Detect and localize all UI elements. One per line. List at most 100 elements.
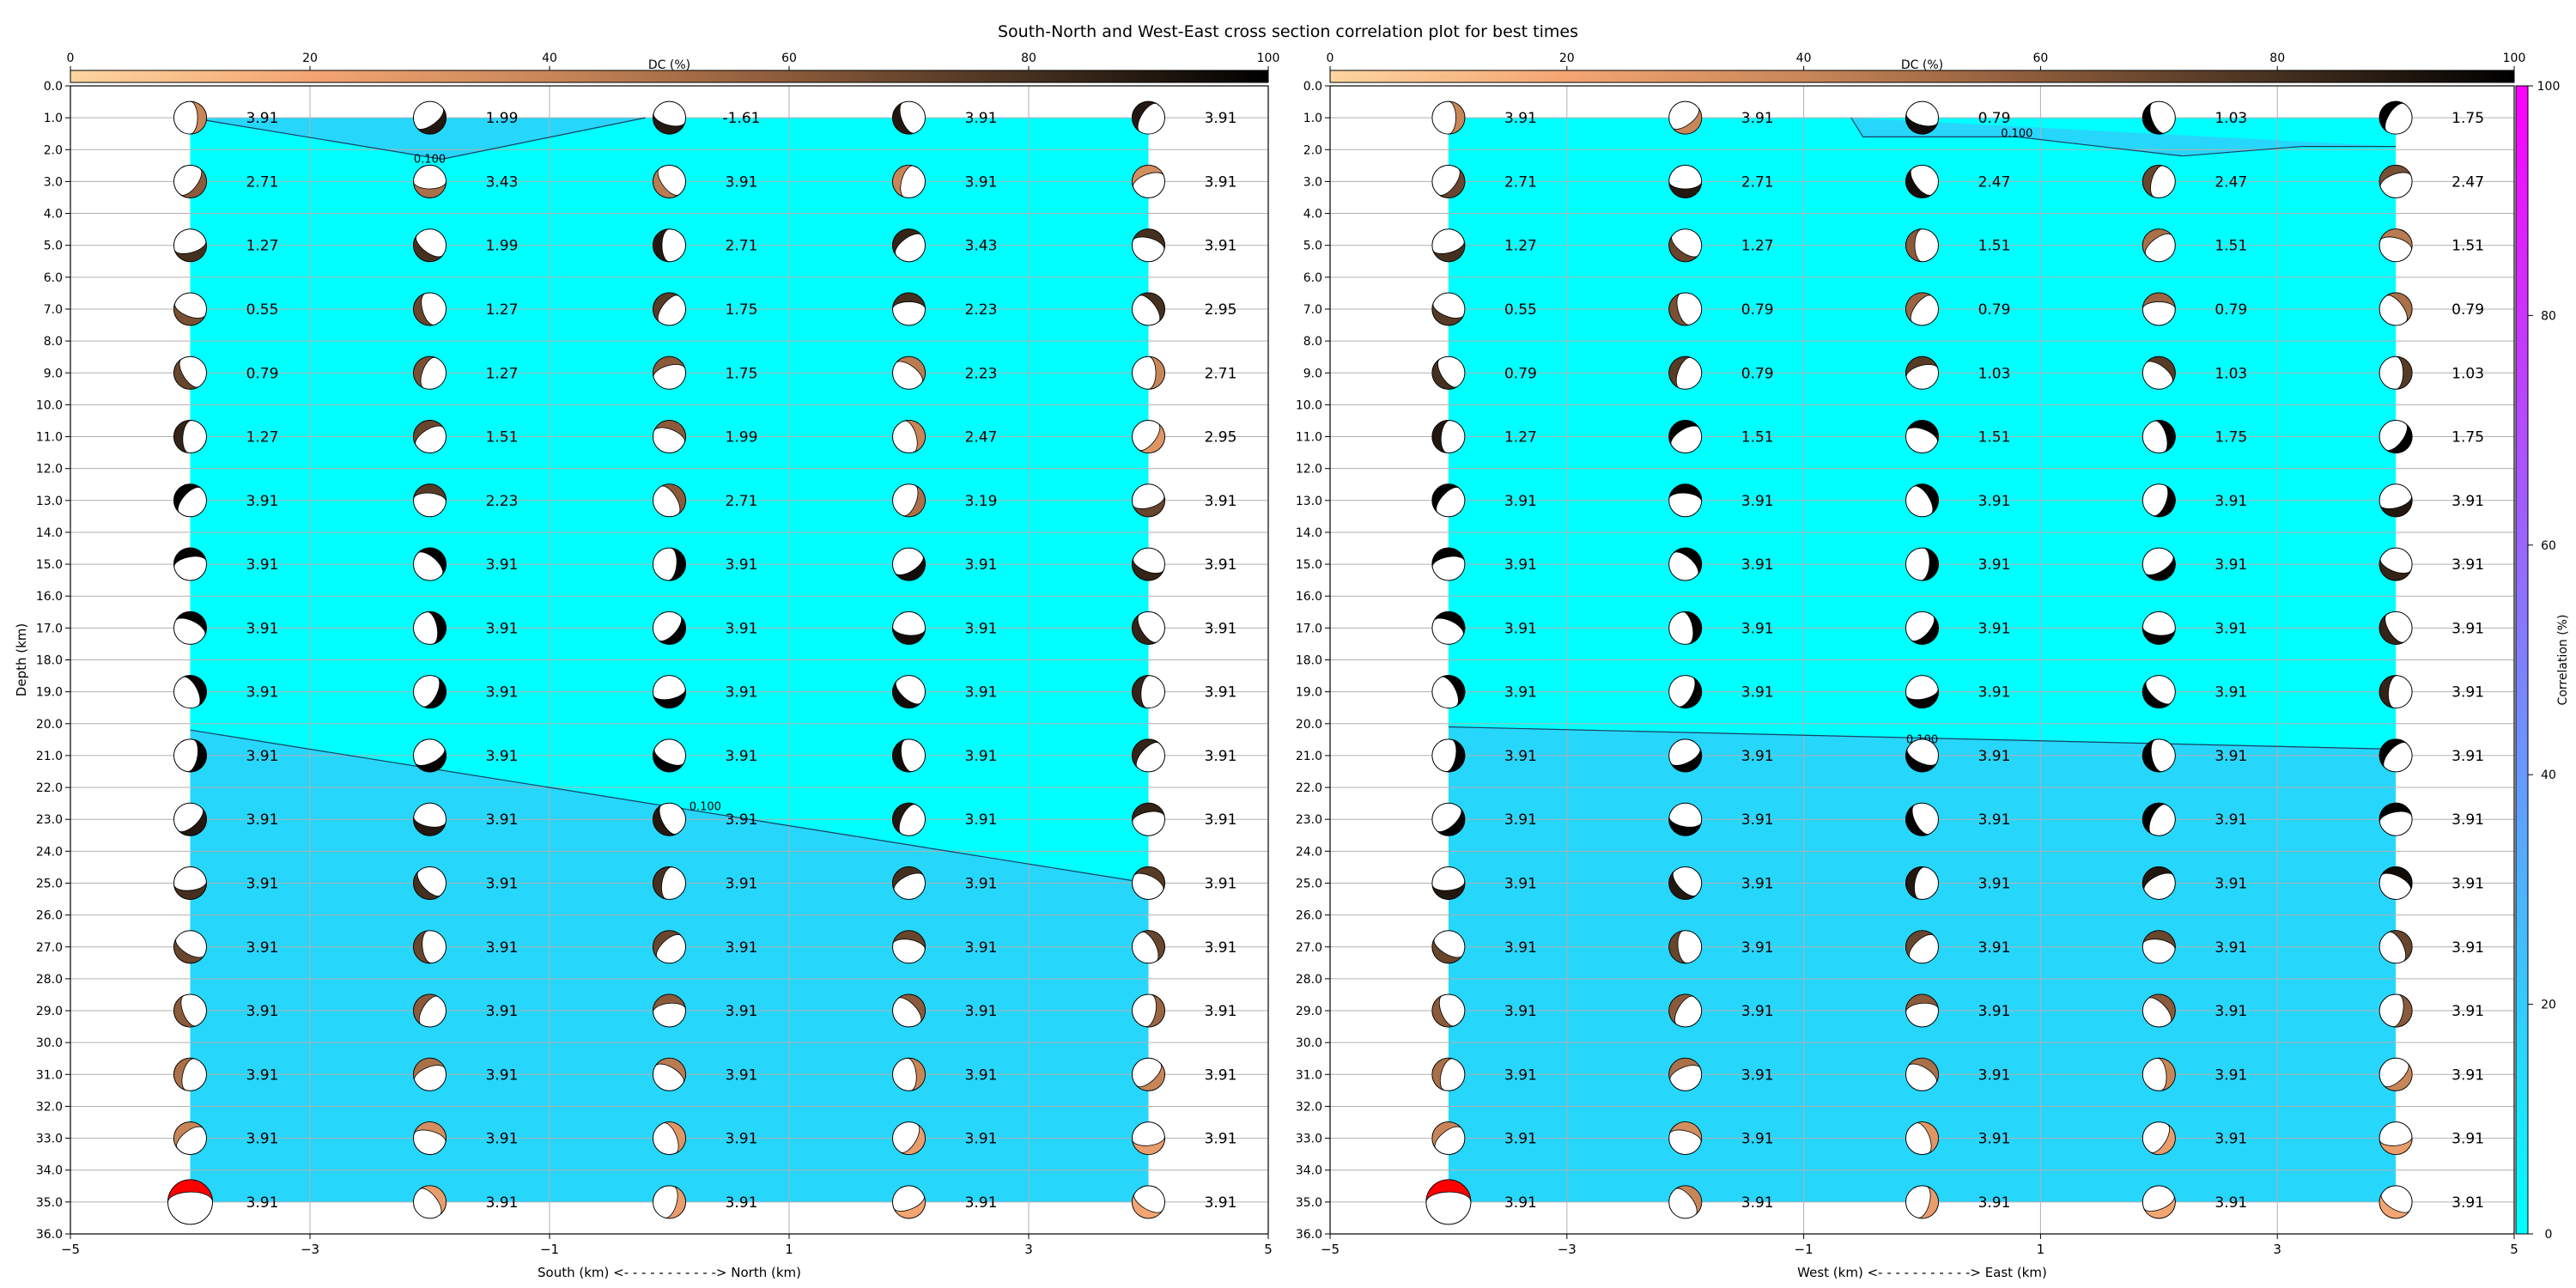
- beachball[interactable]: [2142, 987, 2182, 1028]
- beachball[interactable]: [2373, 95, 2413, 135]
- beachball[interactable]: [2142, 350, 2182, 390]
- beachball[interactable]: [1132, 483, 1170, 521]
- beachball[interactable]: [647, 286, 686, 326]
- beachball[interactable]: [892, 987, 933, 1028]
- beachball[interactable]: [653, 547, 688, 582]
- beachball[interactable]: [1431, 670, 1471, 709]
- beachball[interactable]: [886, 222, 926, 263]
- beachball[interactable]: [1431, 164, 1472, 204]
- beachball[interactable]: [1900, 802, 1939, 841]
- beachball[interactable]: [892, 350, 933, 390]
- beachball[interactable]: [1668, 930, 1703, 965]
- beachball[interactable]: [653, 1117, 691, 1156]
- beachball[interactable]: [647, 924, 686, 964]
- beachball[interactable]: [2139, 161, 2176, 198]
- beachball[interactable]: [2379, 1057, 2419, 1097]
- beachball[interactable]: [892, 416, 930, 454]
- beachball[interactable]: [413, 541, 453, 581]
- beachball[interactable]: [892, 292, 926, 326]
- beachball[interactable]: [2379, 286, 2419, 326]
- beachball[interactable]: [169, 993, 207, 1032]
- beachball[interactable]: [1668, 1179, 1709, 1219]
- beachball[interactable]: [167, 477, 207, 518]
- beachball[interactable]: [1902, 100, 1939, 138]
- beachball[interactable]: [1905, 228, 1939, 263]
- beachball[interactable]: [1905, 547, 1941, 582]
- beachball[interactable]: [2137, 861, 2176, 900]
- beachball[interactable]: [1905, 611, 1946, 651]
- beachball[interactable]: [413, 483, 448, 518]
- beachball[interactable]: [410, 292, 447, 330]
- beachball[interactable]: [1132, 925, 1171, 964]
- beachball[interactable]: [1899, 164, 1939, 204]
- beachball[interactable]: [1126, 732, 1165, 773]
- beachball[interactable]: [653, 1052, 692, 1091]
- beachball[interactable]: [892, 547, 932, 586]
- beachball[interactable]: [1132, 861, 1170, 900]
- beachball[interactable]: [892, 483, 931, 522]
- beachball[interactable]: [1663, 414, 1703, 454]
- beachball[interactable]: [1668, 100, 1709, 141]
- beachball[interactable]: [410, 802, 447, 838]
- beachball[interactable]: [413, 1179, 453, 1219]
- beachball[interactable]: [173, 228, 211, 266]
- beachball[interactable]: [173, 419, 207, 454]
- beachball[interactable]: [1668, 738, 1708, 778]
- beachball[interactable]: [1426, 930, 1466, 969]
- beachball[interactable]: [1431, 100, 1466, 135]
- beachball[interactable]: [1668, 541, 1709, 581]
- beachball[interactable]: [167, 1179, 213, 1225]
- beachball[interactable]: [1664, 352, 1703, 390]
- beachball[interactable]: [653, 416, 691, 454]
- beachball[interactable]: [2140, 738, 2176, 775]
- beachball[interactable]: [170, 1054, 207, 1091]
- beachball[interactable]: [1664, 1054, 1703, 1091]
- beachball[interactable]: [167, 1115, 207, 1156]
- beachball[interactable]: [889, 161, 926, 198]
- beachball[interactable]: [886, 675, 926, 715]
- beachball[interactable]: [1132, 355, 1165, 390]
- beachball[interactable]: [2136, 675, 2176, 715]
- beachball[interactable]: [2136, 222, 2176, 263]
- beachball[interactable]: [2137, 798, 2176, 836]
- beachball[interactable]: [2373, 611, 2413, 650]
- beachball[interactable]: [2142, 928, 2178, 964]
- beachball[interactable]: [2142, 1121, 2181, 1161]
- beachball[interactable]: [409, 352, 447, 390]
- beachball[interactable]: [1431, 802, 1472, 842]
- beachball[interactable]: [649, 100, 686, 138]
- beachball[interactable]: [2379, 225, 2416, 263]
- beachball[interactable]: [1132, 286, 1172, 326]
- beachball[interactable]: [1126, 1185, 1165, 1224]
- beachball[interactable]: [1663, 988, 1703, 1028]
- beachball[interactable]: [2142, 547, 2181, 586]
- beachball[interactable]: [1132, 225, 1170, 263]
- beachball[interactable]: [887, 861, 926, 900]
- beachball[interactable]: [2379, 674, 2413, 709]
- beachball[interactable]: [1431, 419, 1466, 454]
- beachball[interactable]: [409, 1054, 447, 1091]
- beachball[interactable]: [1132, 1121, 1167, 1157]
- beachball[interactable]: [1132, 993, 1168, 1030]
- beachball[interactable]: [1668, 1118, 1705, 1156]
- beachball[interactable]: [647, 738, 686, 777]
- beachball[interactable]: [890, 738, 926, 775]
- beachball[interactable]: [1431, 866, 1467, 901]
- beachball[interactable]: [173, 670, 213, 709]
- beachball[interactable]: [2379, 355, 2413, 390]
- beachball[interactable]: [887, 798, 926, 836]
- beachball[interactable]: [169, 292, 207, 331]
- beachball[interactable]: [167, 355, 207, 395]
- beachball[interactable]: [1900, 738, 1939, 777]
- beachball[interactable]: [1904, 864, 1939, 900]
- beachball[interactable]: [2377, 800, 2413, 836]
- beachball[interactable]: [1427, 993, 1466, 1032]
- beachball[interactable]: [888, 100, 926, 139]
- beachball[interactable]: [413, 1118, 450, 1156]
- beachball[interactable]: [1668, 675, 1707, 714]
- beachball[interactable]: [1667, 802, 1703, 838]
- beachball[interactable]: [1131, 674, 1165, 709]
- beachball[interactable]: [2142, 292, 2176, 326]
- beachball[interactable]: [1899, 924, 1939, 964]
- beachball[interactable]: [173, 738, 210, 775]
